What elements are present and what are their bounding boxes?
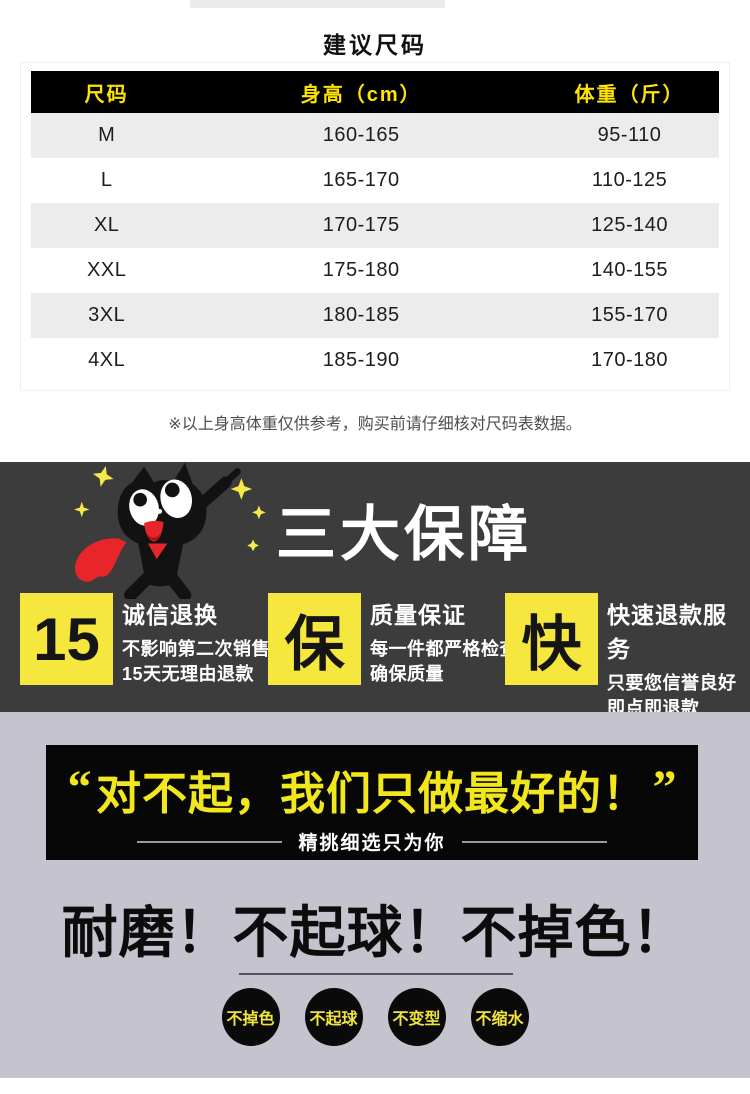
size-chart-card: 尺码 身高（cm） 体重（斤） M 160-165 95-110 L 165-1… (20, 62, 730, 391)
guarantee-item-refund: 快 快速退款服务 只要您信誉良好 即点即退款 (505, 593, 750, 721)
bottom-white-strip (0, 1078, 750, 1094)
quote-text: 对不起，我们只做最好的！ (95, 768, 648, 819)
promise-section: “ 对不起，我们只做最好的！ ” 精挑细选只为你 耐磨！不起球！不掉色！ 不掉色… (0, 712, 750, 1078)
guarantee-heading: 快速退款服务 (607, 602, 727, 662)
close-quote-mark: ” (652, 761, 677, 814)
cell-size: XL (93, 214, 120, 236)
guarantee-badge-kuai: 快 (505, 593, 598, 685)
quote-subtitle: 精挑细选只为你 (298, 833, 446, 854)
guarantees-section: 三大保障 15 诚信退换 不影响第二次销售 15天无理由退款 保 质量保证 每一… (0, 462, 750, 718)
cell-weight: 140-155 (591, 259, 668, 281)
size-chart-note: ※以上身高体重仅供参考，购买前请仔细核对尺码表数据。 (168, 416, 582, 433)
guarantee-line: 每一件都严格检查 (370, 639, 518, 659)
cell-height: 165-170 (322, 169, 400, 191)
cell-weight: 110-125 (591, 169, 668, 191)
feature-circle-no-shrink: 不缩水 (470, 988, 529, 1046)
cell-height: 185-190 (322, 349, 400, 371)
cell-weight: 95-110 (597, 124, 662, 146)
table-row: XXL 175-180 140-155 (31, 248, 719, 293)
column-header-weight: 体重（斤） (574, 83, 685, 106)
headline-underline (239, 973, 513, 975)
table-row: XL 170-175 125-140 (31, 203, 719, 248)
guarantee-line: 确保质量 (370, 664, 444, 685)
quote-subtitle-row: 精挑细选只为你 (137, 828, 607, 855)
top-divider-strip (190, 0, 445, 8)
size-chart-header-row: 尺码 身高（cm） 体重（斤） (31, 71, 719, 113)
cell-size: 4XL (88, 349, 126, 371)
column-header-height: 身高（cm） (300, 83, 422, 106)
guarantee-line: 只要您信誉良好 (607, 673, 737, 693)
guarantee-heading: 诚信退换 (122, 602, 218, 628)
guarantee-badge-15: 15 (20, 593, 113, 685)
table-row: L 165-170 110-125 (31, 158, 719, 203)
sparkles-icon (73, 465, 266, 552)
right-rule (461, 840, 607, 843)
guarantee-line: 不影响第二次销售 (122, 639, 270, 659)
cell-size: L (100, 169, 113, 191)
table-row: 3XL 180-185 155-170 (31, 293, 719, 338)
guarantee-badge-bao: 保 (268, 593, 361, 685)
feature-circle-no-fade: 不掉色 (221, 988, 280, 1046)
promise-headline: 耐磨！不起球！不掉色！ (61, 901, 689, 964)
quote-line: “ 对不起，我们只做最好的！ ” (68, 757, 677, 822)
cell-height: 175-180 (322, 259, 400, 281)
guarantee-line: 15天无理由退款 (122, 664, 255, 685)
cell-weight: 155-170 (591, 304, 668, 326)
cell-size: 3XL (88, 304, 126, 326)
table-row: M 160-165 95-110 (31, 113, 719, 158)
open-quote-mark: “ (67, 761, 92, 814)
guarantee-text-block: 诚信退换 不影响第二次销售 15天无理由退款 (122, 593, 270, 687)
tmall-cat-mascot-icon (73, 462, 266, 599)
column-header-size: 尺码 (84, 83, 129, 106)
cell-size: XXL (87, 259, 127, 281)
cell-height: 160-165 (322, 124, 400, 146)
feature-circles-row: 不掉色 不起球 不变型 不缩水 (0, 988, 750, 1046)
left-rule (137, 840, 283, 843)
feature-circle-no-deform: 不变型 (387, 988, 446, 1046)
guarantee-text-block: 质量保证 每一件都严格检查 确保质量 (370, 593, 518, 687)
guarantees-title: 三大保障 (276, 501, 532, 568)
size-chart-title: 建议尺码 (323, 32, 427, 58)
quote-banner: “ 对不起，我们只做最好的！ ” 精挑细选只为你 (46, 745, 698, 860)
feature-circle-no-pilling: 不起球 (304, 988, 363, 1046)
cell-size: M (98, 124, 116, 146)
cell-weight: 125-140 (591, 214, 668, 236)
size-chart-section: 建议尺码 尺码 身高（cm） 体重（斤） M 160-165 95-110 L … (0, 0, 750, 462)
guarantee-heading: 质量保证 (370, 602, 466, 628)
cell-height: 180-185 (322, 304, 400, 326)
cell-weight: 170-180 (591, 349, 668, 371)
guarantee-item-return: 15 诚信退换 不影响第二次销售 15天无理由退款 (20, 593, 270, 687)
table-row: 4XL 185-190 170-180 (31, 338, 719, 383)
guarantee-item-quality: 保 质量保证 每一件都严格检查 确保质量 (268, 593, 518, 687)
cell-height: 170-175 (322, 214, 400, 236)
guarantee-text-block: 快速退款服务 只要您信誉良好 即点即退款 (607, 593, 750, 721)
